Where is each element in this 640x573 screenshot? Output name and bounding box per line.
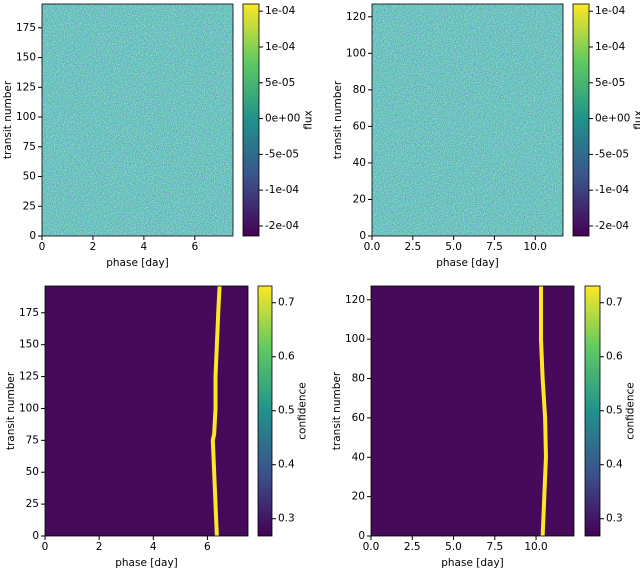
y-tick-label: 0 [359,230,366,242]
colorbar-label: confidence [625,382,637,439]
plot-frame [41,3,234,237]
colorbar-tick-label: -5e-05 [595,148,629,160]
y-tick-label: 100 [16,111,36,123]
y-tick-label: 60 [352,412,365,424]
colorbar [242,3,260,237]
y-axis-label: transit number [2,80,14,159]
colorbar-tick-label: 5e-05 [595,77,625,89]
y-tick-label: 40 [353,157,366,169]
colorbar-label: flux [302,110,314,129]
colorbar-tick-label: 0.3 [606,513,623,525]
y-tick-label: 0 [32,530,39,542]
y-tick-label: 80 [353,84,366,96]
y-axis-label: transit number [5,371,17,450]
y-tick-label: 25 [26,498,39,510]
colorbar [584,285,601,537]
plot-frame [370,285,575,537]
x-tick-label: 6 [191,241,198,253]
colorbar-tick-label: -5e-05 [265,148,299,160]
y-tick-label: 20 [352,491,365,503]
y-tick-label: 75 [23,141,36,153]
x-tick-label: 7.5 [486,241,503,253]
y-axis-label: transit number [331,371,343,450]
y-tick-label: 40 [352,451,365,463]
y-tick-label: 175 [19,307,39,319]
x-tick-label: 0 [42,541,49,553]
x-tick-label: 5.0 [445,541,462,553]
x-tick-label: 2.5 [404,541,421,553]
colorbar-tick-label: 5e-05 [265,77,295,89]
colorbar-tick-label: 0.6 [606,351,623,363]
x-tick-label: 10.0 [524,541,547,553]
colorbar-tick-label: 1e-04 [265,41,296,53]
x-tick-label: 5.0 [445,241,462,253]
heatmap-noise [372,4,563,236]
colorbar-tick-label: 1e-04 [595,41,626,53]
x-tick-label: 2.5 [404,241,421,253]
colorbar-tick-label: 0.6 [278,351,295,363]
colorbar-tick-label: 0.4 [606,459,623,471]
colorbar-tick-label: -1e-04 [265,184,299,196]
colorbar-tick-label: 0e+00 [265,113,300,125]
x-tick-label: 7.5 [486,541,503,553]
colorbar-tick-label: 0e+00 [595,113,630,125]
y-tick-label: 50 [26,466,39,478]
x-tick-label: 4 [141,241,148,253]
x-axis-label: phase [day] [436,257,499,269]
y-tick-label: 100 [346,47,366,59]
colorbar-tick-label: -1e-04 [595,184,629,196]
colorbar [257,285,273,537]
y-tick-label: 120 [346,11,366,23]
y-tick-label: 75 [26,434,39,446]
y-tick-label: 20 [353,193,366,205]
colorbar [572,3,590,237]
y-tick-label: 150 [19,339,39,351]
y-tick-label: 150 [16,52,36,64]
colorbar-tick-label: -2e-04 [595,220,629,232]
y-tick-label: 0 [29,230,36,242]
y-tick-label: 80 [352,373,365,385]
x-tick-label: 0 [39,241,46,253]
detection-track [538,286,548,537]
colorbar-tick-label: 0.4 [278,459,295,471]
x-tick-label: 2 [96,541,103,553]
y-tick-label: 175 [16,22,36,34]
detection-track [210,285,222,537]
y-tick-label: 100 [345,333,365,345]
x-tick-label: 0.0 [364,241,381,253]
colorbar-tick-label: 1e-04 [595,5,626,17]
colorbar-tick-label: 0.7 [606,297,623,309]
x-tick-label: 4 [150,541,157,553]
y-tick-label: 50 [23,171,36,183]
plot-frame [44,285,249,537]
colorbar-tick-label: 0.5 [606,405,623,417]
y-tick-label: 25 [23,200,36,212]
colorbar-label: flux [632,110,640,129]
y-tick-label: 125 [16,81,36,93]
colorbar-label: confidence [297,382,309,439]
y-axis-label: transit number [332,80,344,159]
colorbar-tick-label: 0.3 [278,513,295,525]
y-tick-label: 0 [358,530,365,542]
x-axis-label: phase [day] [115,557,178,569]
x-tick-label: 2 [90,241,97,253]
x-axis-label: phase [day] [106,257,169,269]
colorbar-tick-label: 0.7 [278,297,295,309]
plot-frame [371,3,564,237]
x-tick-label: 0.0 [363,541,380,553]
y-tick-label: 120 [345,294,365,306]
x-axis-label: phase [day] [441,557,504,569]
x-tick-label: 6 [204,541,211,553]
x-tick-label: 10.0 [524,241,547,253]
y-tick-label: 60 [353,120,366,132]
colorbar-tick-label: 0.5 [278,405,295,417]
heatmap-noise [42,4,233,236]
colorbar-tick-label: -2e-04 [265,220,299,232]
y-tick-label: 125 [19,371,39,383]
y-tick-label: 100 [19,402,39,414]
colorbar-tick-label: 1e-04 [265,5,296,17]
